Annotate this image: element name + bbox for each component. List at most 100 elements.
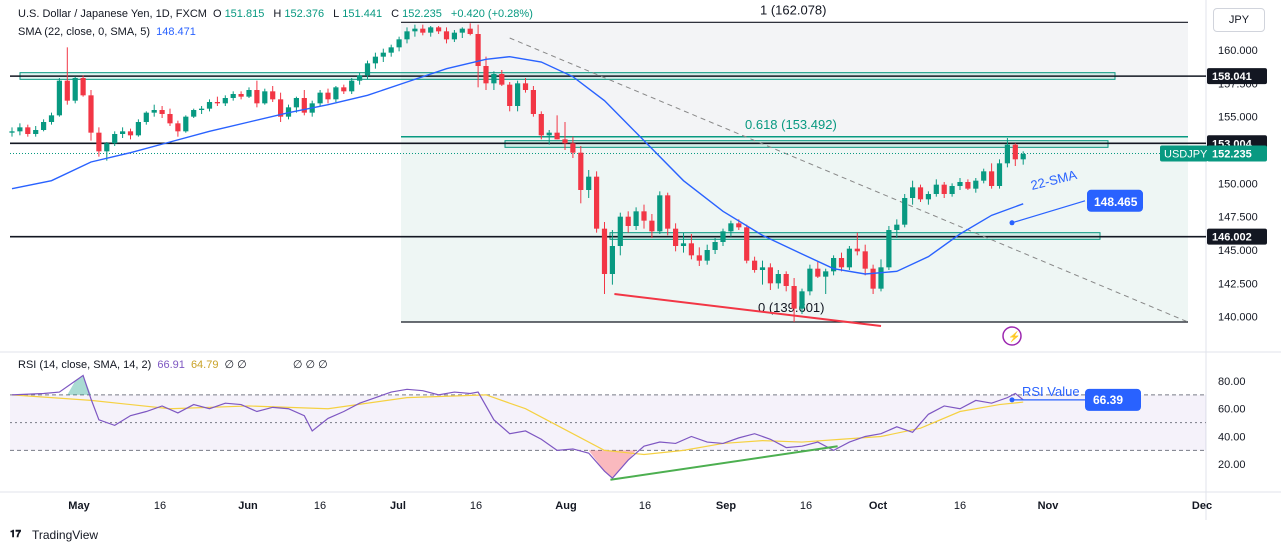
candle-body: [546, 132, 552, 136]
candle-body: [941, 184, 947, 194]
candle-body: [949, 186, 955, 194]
candle-body: [333, 87, 339, 100]
candle-body: [1020, 154, 1026, 160]
rsi-legend[interactable]: RSI (14, close, SMA, 14, 2) 66.91 64.79 …: [18, 358, 331, 371]
symbol-price-tag-label: USDJPY: [1164, 149, 1208, 161]
time-axis-label: Dec: [1192, 500, 1212, 512]
time-axis-label: 16: [954, 500, 966, 512]
candle-body: [562, 139, 568, 144]
candle-body: [191, 110, 197, 117]
time-axis-label: 16: [639, 500, 651, 512]
sma-value: 148.471: [156, 26, 196, 38]
candle-body: [736, 223, 742, 228]
candle-body: [222, 98, 228, 104]
candle-body: [428, 27, 434, 33]
time-axis-label: Sep: [716, 500, 736, 512]
tradingview-logo-icon: 𝟏𝟕: [10, 529, 22, 540]
candle-body: [854, 248, 860, 252]
candle-body: [278, 99, 284, 117]
candle-body: [104, 143, 110, 152]
candle-body: [570, 143, 576, 153]
candle-body: [744, 227, 750, 261]
candle-body: [996, 163, 1003, 186]
symbol-title: U.S. Dollar / Japanese Yen, 1D, FXCM: [18, 8, 207, 20]
candle-body: [206, 102, 213, 109]
candle-body: [989, 171, 995, 186]
candle-body: [214, 102, 220, 104]
time-axis-label: 16: [470, 500, 482, 512]
rsi-axis-tick: 60.00: [1218, 404, 1246, 416]
sma-value-tag-label: 148.465: [1094, 195, 1138, 209]
candle-body: [88, 95, 94, 133]
rsi-ma-value: 64.79: [190, 359, 219, 371]
candle-body: [957, 182, 963, 186]
candle-body: [56, 80, 62, 116]
candle-body: [609, 246, 615, 274]
price-axis-tick: 157.500: [1218, 78, 1258, 90]
level-price-tag: [1207, 228, 1267, 245]
fib-label-1: 1 (162.078): [760, 2, 827, 17]
candle-body: [388, 47, 394, 53]
price-change: +0.420 (+0.28%): [450, 8, 533, 20]
price-axis-tick: 145.000: [1218, 245, 1258, 257]
candle-body: [973, 180, 979, 189]
time-axis-label: 16: [314, 500, 326, 512]
candle-body: [349, 80, 355, 92]
sma-callout-line: [1011, 200, 1086, 224]
time-axis-label: 16: [800, 500, 812, 512]
sma-label: SMA (22, close, 0, SMA, 5): [18, 26, 151, 38]
candle-body: [586, 176, 592, 190]
candle-body: [657, 195, 663, 232]
currency-button[interactable]: JPY: [1213, 8, 1265, 32]
candle-body: [878, 267, 884, 289]
current-price-tag: [1207, 145, 1267, 162]
candle-body: [262, 91, 268, 104]
time-axis-label: 16: [154, 500, 166, 512]
candle-body: [467, 28, 473, 34]
tradingview-branding[interactable]: 𝟏𝟕 TradingView: [10, 528, 98, 542]
candle-body: [815, 268, 821, 277]
candle-body: [554, 132, 560, 140]
candle-body: [752, 260, 758, 270]
candle-body: [183, 116, 189, 132]
candle-body: [1004, 144, 1010, 164]
candle-body: [1012, 144, 1018, 160]
candle-body: [64, 80, 70, 101]
candle-body: [823, 271, 829, 277]
candle-body: [25, 127, 31, 134]
candle-body: [135, 122, 141, 136]
candle-body: [17, 127, 23, 132]
candle-body: [625, 216, 631, 226]
symbol-price-tag: [1160, 145, 1208, 162]
candle-body: [538, 114, 544, 136]
candle-body: [48, 115, 55, 122]
candle-body: [404, 31, 410, 40]
candle-body: [917, 187, 924, 200]
candle-body: [704, 250, 710, 261]
candle-body: [341, 87, 347, 92]
sma-legend[interactable]: SMA (22, close, 0, SMA, 5) 148.471: [18, 26, 199, 38]
event-lightning-glyph: ⚡: [1008, 330, 1020, 343]
candle-body: [688, 243, 694, 256]
rsi-axis-tick: 20.00: [1218, 459, 1246, 471]
candle-body: [325, 92, 331, 100]
candle-body: [364, 63, 371, 76]
candle-body: [420, 28, 426, 33]
time-axis-label: Aug: [555, 500, 576, 512]
candle-body: [238, 94, 244, 97]
candle-body: [578, 152, 584, 190]
candle-body: [72, 78, 78, 101]
rsi-value-tag: [1085, 388, 1141, 411]
candle-body: [712, 242, 718, 250]
candle-body: [594, 176, 600, 229]
candle-body: [112, 134, 118, 144]
price-axis-tick: 142.500: [1218, 278, 1258, 290]
candle-body: [894, 224, 900, 230]
candle-body: [499, 74, 505, 85]
candle-body: [80, 78, 86, 96]
rsi-axis-tick: 40.00: [1218, 431, 1246, 443]
candle-body: [981, 171, 987, 181]
candle-body: [33, 130, 39, 134]
candle-body: [910, 187, 916, 198]
